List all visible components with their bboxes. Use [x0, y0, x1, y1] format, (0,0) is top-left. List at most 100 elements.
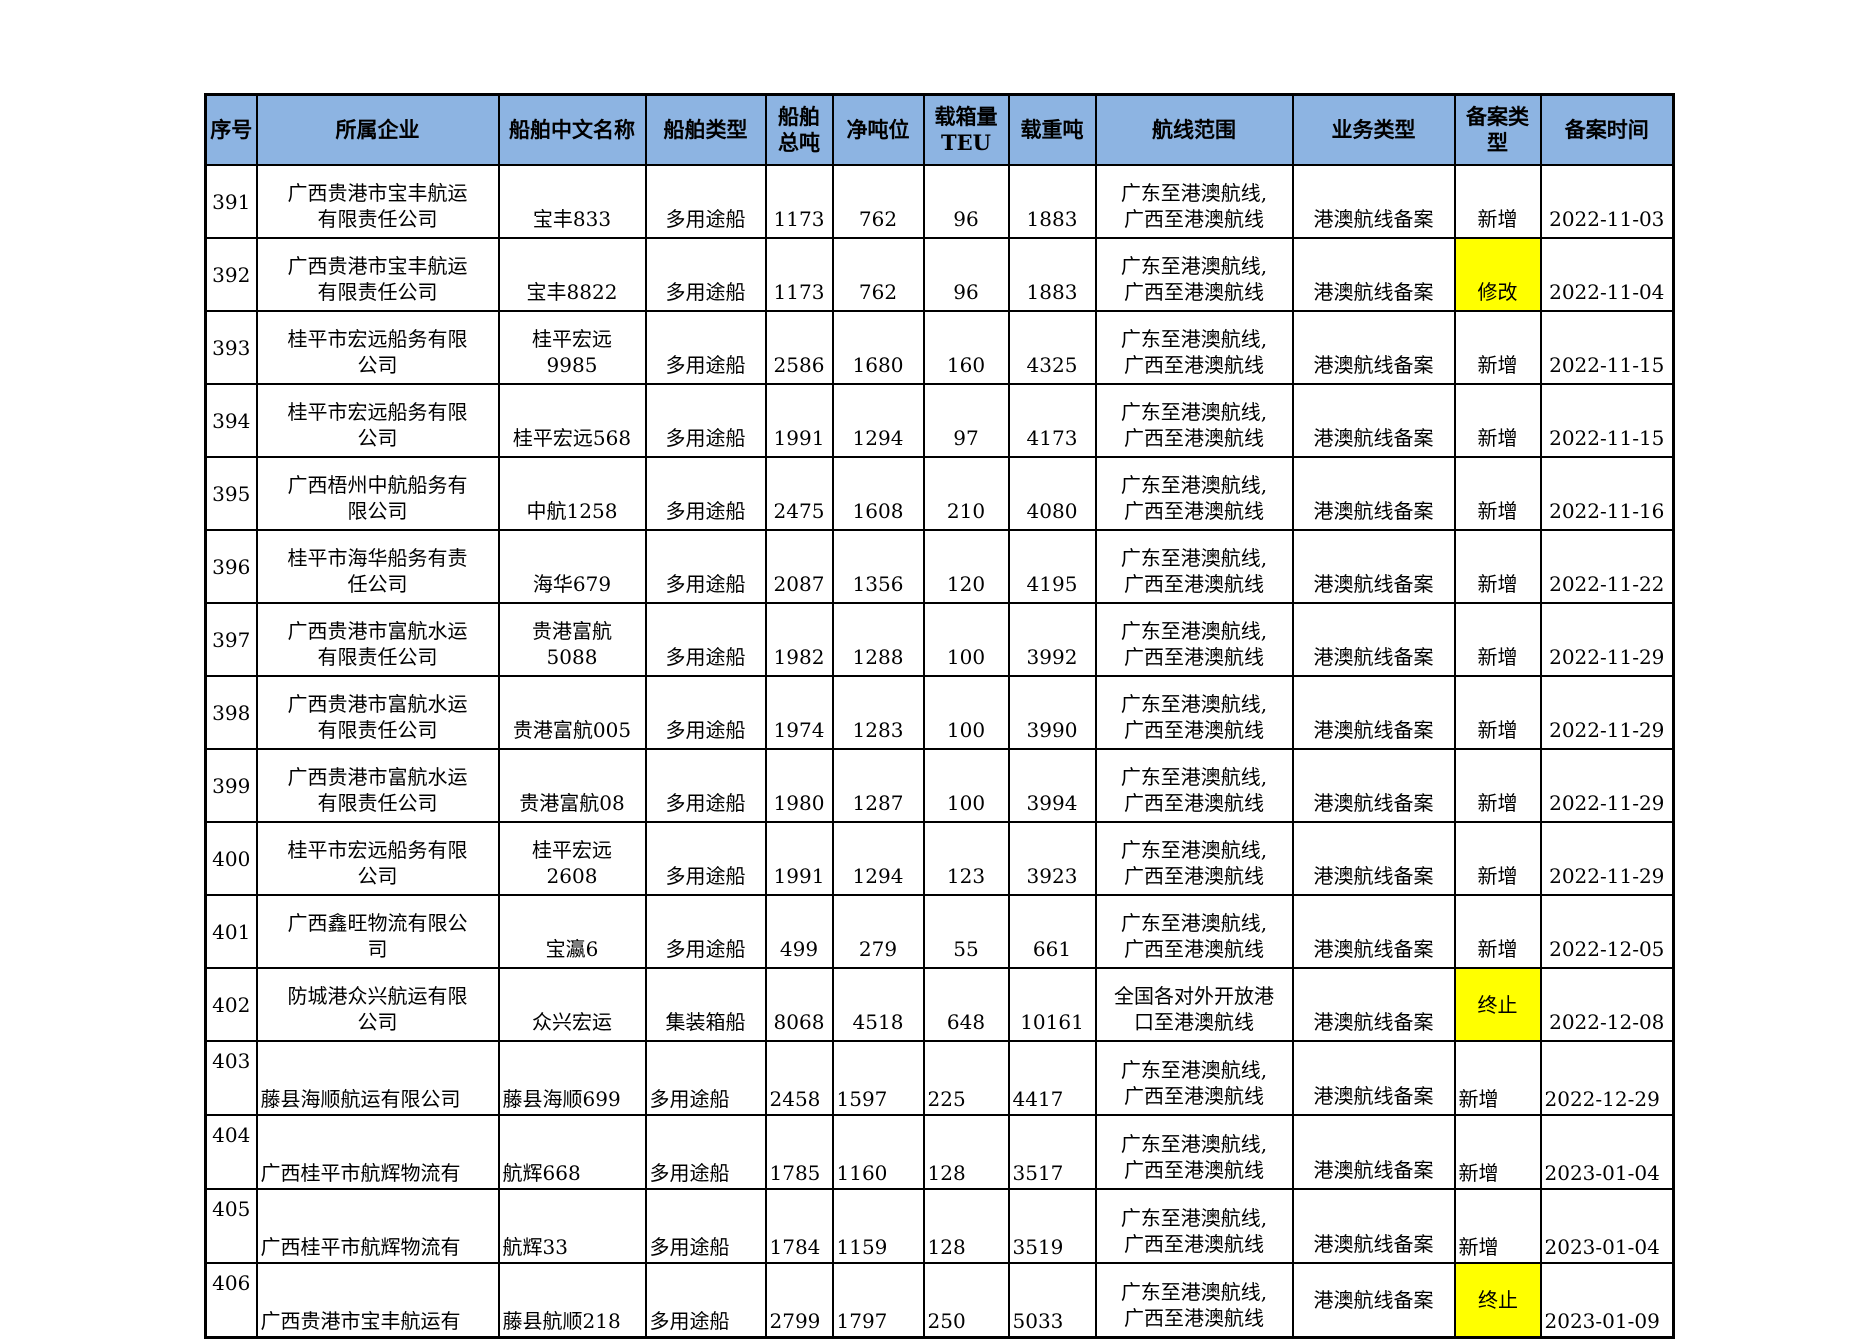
cell-date: 2023-01-09 [1539, 1262, 1675, 1339]
cell-date: 2022-12-08 [1539, 967, 1675, 1042]
table-row: 396 桂平市海华船务有责 任公司 海华679 多用途船 2087 1356 120 4195… [204, 529, 1675, 604]
cell-stype: 多用途船 [644, 1262, 767, 1339]
cell-route: 广东至港澳航线, 广西至港澳航线 [1094, 1262, 1294, 1339]
cell-date: 2022-11-22 [1539, 529, 1675, 604]
cell-gross: 2586 [764, 310, 834, 385]
cell-seq: 397 [204, 602, 258, 677]
cell-route: 广东至港澳航线, 广西至港澳航线 [1094, 456, 1294, 531]
cell-stype: 集装箱船 [644, 967, 767, 1042]
table-row: 400 桂平市宏远船务有限 公司 桂平宏远 2608 多用途船 1991 1294 123 3… [204, 821, 1675, 896]
cell-ship: 贵港富航 5088 [497, 602, 647, 677]
header-cell-teu: 载箱量 TEU [922, 93, 1010, 166]
cell-date: 2022-11-29 [1539, 748, 1675, 823]
cell-gross: 499 [764, 894, 834, 969]
table-row: 397 广西贵港市富航水运 有限责任公司 贵港富航 5088 多用途船 1982 1288… [204, 602, 1675, 677]
cell-stype: 多用途船 [644, 237, 767, 312]
cell-date: 2022-11-29 [1539, 675, 1675, 750]
cell-net: 4518 [831, 967, 925, 1042]
cell-company: 防城港众兴航运有限 公司 [255, 967, 500, 1042]
cell-ship: 桂平宏远 2608 [497, 821, 647, 896]
cell-seq: 391 [204, 164, 258, 239]
cell-net: 1294 [831, 383, 925, 458]
cell-filing: 新增 [1453, 164, 1542, 239]
cell-dwt: 4325 [1007, 310, 1097, 385]
cell-seq: 405 [204, 1188, 258, 1264]
cell-stype: 多用途船 [644, 602, 767, 677]
cell-seq: 395 [204, 456, 258, 531]
cell-teu: 648 [922, 967, 1010, 1042]
cell-ship: 宝瀛6 [497, 894, 647, 969]
cell-business: 港澳航线备案 [1291, 1040, 1456, 1116]
cell-stype: 多用途船 [644, 675, 767, 750]
cell-teu: 123 [922, 821, 1010, 896]
cell-route: 广东至港澳航线, 广西至港澳航线 [1094, 602, 1294, 677]
cell-gross: 2475 [764, 456, 834, 531]
cell-route: 广东至港澳航线, 广西至港澳航线 [1094, 237, 1294, 312]
cell-filing: 新增 [1453, 456, 1542, 531]
cell-net: 1288 [831, 602, 925, 677]
cell-company: 广西贵港市富航水运 有限责任公司 [255, 602, 500, 677]
ship-filing-table: 序号 所属企业 船舶中文名称 船舶类型 船舶 总吨 净吨位 载箱量 TEU 载重… [204, 93, 1675, 1339]
cell-seq: 401 [204, 894, 258, 969]
header-cell-filing: 备案类 型 [1453, 93, 1542, 166]
cell-ship: 桂平宏远 9985 [497, 310, 647, 385]
cell-stype: 多用途船 [644, 456, 767, 531]
cell-date: 2022-11-15 [1539, 383, 1675, 458]
cell-gross: 1980 [764, 748, 834, 823]
cell-ship: 中航1258 [497, 456, 647, 531]
cell-gross: 2458 [764, 1040, 834, 1116]
cell-net: 1294 [831, 821, 925, 896]
cell-company: 广西贵港市宝丰航运 有限责任公司 [255, 164, 500, 239]
cell-teu: 55 [922, 894, 1010, 969]
cell-filing: 新增 [1453, 1114, 1542, 1190]
cell-seq: 396 [204, 529, 258, 604]
cell-date: 2023-01-04 [1539, 1114, 1675, 1190]
table-row: 403 藤县海顺航运有限公司 藤县海顺699 多用途船 2458 1597 225 4417 广… [204, 1040, 1675, 1116]
cell-filing: 新增 [1453, 310, 1542, 385]
cell-seq: 403 [204, 1040, 258, 1116]
cell-dwt: 4173 [1007, 383, 1097, 458]
cell-net: 1797 [831, 1262, 925, 1339]
cell-dwt: 5033 [1007, 1262, 1097, 1339]
cell-route: 广东至港澳航线, 广西至港澳航线 [1094, 164, 1294, 239]
cell-dwt: 1883 [1007, 164, 1097, 239]
table-row: 391 广西贵港市宝丰航运 有限责任公司 宝丰833 多用途船 1173 762 96 188… [204, 164, 1675, 239]
cell-stype: 多用途船 [644, 1114, 767, 1190]
header-cell-stype: 船舶类型 [644, 93, 767, 166]
cell-route: 广东至港澳航线, 广西至港澳航线 [1094, 821, 1294, 896]
cell-filing: 新增 [1453, 529, 1542, 604]
cell-seq: 404 [204, 1114, 258, 1190]
cell-dwt: 3923 [1007, 821, 1097, 896]
cell-ship: 藤县航顺218 [497, 1262, 647, 1339]
cell-dwt: 3519 [1007, 1188, 1097, 1264]
cell-gross: 1173 [764, 164, 834, 239]
cell-company: 广西桂平市航辉物流有 [255, 1188, 500, 1264]
cell-net: 762 [831, 164, 925, 239]
table-row: 392 广西贵港市宝丰航运 有限责任公司 宝丰8822 多用途船 1173 762 96 18… [204, 237, 1675, 312]
cell-teu: 225 [922, 1040, 1010, 1116]
cell-seq: 394 [204, 383, 258, 458]
cell-ship: 海华679 [497, 529, 647, 604]
cell-date: 2022-11-16 [1539, 456, 1675, 531]
cell-seq: 400 [204, 821, 258, 896]
cell-filing: 修改 [1453, 237, 1542, 312]
cell-business: 港澳航线备案 [1291, 821, 1456, 896]
cell-net: 1597 [831, 1040, 925, 1116]
cell-ship: 贵港富航08 [497, 748, 647, 823]
cell-gross: 8068 [764, 967, 834, 1042]
cell-stype: 多用途船 [644, 383, 767, 458]
header-cell-gross: 船舶 总吨 [764, 93, 834, 166]
cell-business: 港澳航线备案 [1291, 1188, 1456, 1264]
cell-dwt: 10161 [1007, 967, 1097, 1042]
cell-route: 广东至港澳航线, 广西至港澳航线 [1094, 310, 1294, 385]
cell-company: 广西贵港市富航水运 有限责任公司 [255, 748, 500, 823]
cell-business: 港澳航线备案 [1291, 310, 1456, 385]
header-cell-seq: 序号 [204, 93, 258, 166]
cell-teu: 120 [922, 529, 1010, 604]
cell-company: 桂平市宏远船务有限 公司 [255, 383, 500, 458]
cell-filing: 新增 [1453, 748, 1542, 823]
table-row: 393 桂平市宏远船务有限 公司 桂平宏远 9985 多用途船 2586 1680 160 4… [204, 310, 1675, 385]
cell-stype: 多用途船 [644, 1188, 767, 1264]
cell-filing: 新增 [1453, 675, 1542, 750]
